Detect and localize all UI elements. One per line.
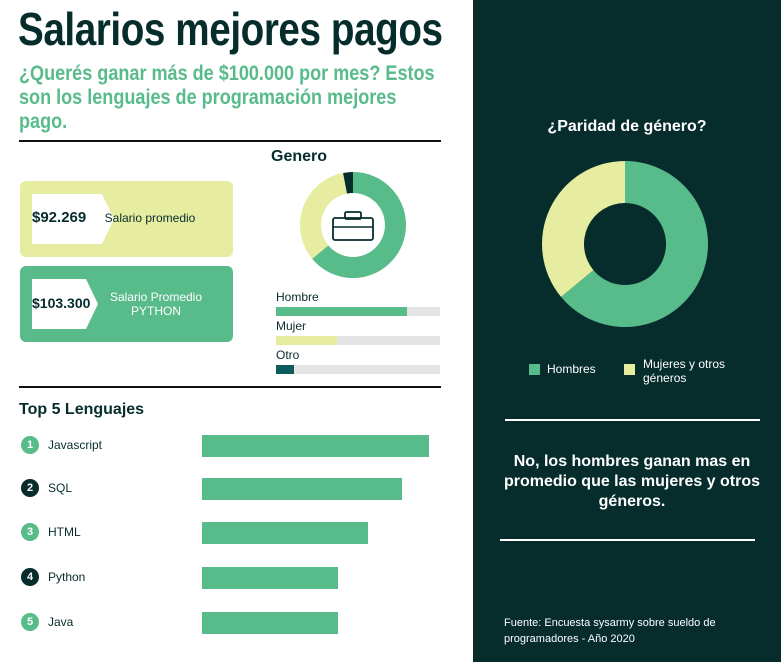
right-panel: ¿Paridad de género? Hombres Mujeres y ot… bbox=[473, 0, 781, 662]
language-bar-sql bbox=[202, 478, 402, 500]
statement-bottom-line bbox=[500, 539, 755, 541]
salary-python-value: $103.300 bbox=[32, 295, 90, 311]
rank-badge-javascript: 1 bbox=[21, 436, 39, 454]
gender-bar-track-otro bbox=[276, 365, 440, 374]
gender-bar-label-otro: Otro bbox=[276, 348, 299, 362]
parity-chart-title: ¿Paridad de género? bbox=[473, 118, 781, 136]
rank-badge-java: 5 bbox=[21, 613, 39, 631]
legend-swatch-hombres bbox=[529, 364, 540, 375]
gender-bar-track-mujer bbox=[276, 336, 440, 345]
gender-bar-mujer bbox=[276, 336, 337, 345]
language-bar-java bbox=[202, 612, 338, 634]
gender-bar-otro bbox=[276, 365, 294, 374]
salary-average-label: Salario promedio bbox=[100, 211, 200, 225]
language-label-sql: SQL bbox=[48, 481, 72, 495]
briefcase-icon bbox=[330, 209, 376, 243]
salary-card-python: $103.300 Salario Promedio PYTHON bbox=[20, 266, 233, 342]
language-label-html: HTML bbox=[48, 525, 81, 539]
salary-average-value: $92.269 bbox=[32, 209, 86, 226]
rank-badge-python: 4 bbox=[21, 568, 39, 586]
language-label-java: Java bbox=[48, 615, 73, 629]
language-bar-python bbox=[202, 567, 338, 589]
language-label-javascript: Javascript bbox=[48, 438, 102, 452]
statement-top-line bbox=[505, 419, 760, 421]
source-note: Fuente: Encuesta sysarmy sobre sueldo de… bbox=[504, 615, 764, 647]
gender-bar-label-hombre: Hombre bbox=[276, 290, 319, 304]
legend-label-hombres: Hombres bbox=[547, 362, 596, 376]
parity-slice-mujeres bbox=[542, 161, 625, 297]
gender-bar-label-mujer: Mujer bbox=[276, 319, 306, 333]
page-title: Salarios mejores pagos bbox=[18, 2, 443, 56]
top-languages-title: Top 5 Lenguajes bbox=[19, 401, 144, 419]
middle-divider bbox=[19, 386, 441, 388]
legend-swatch-mujeres bbox=[624, 364, 635, 375]
language-bar-javascript bbox=[202, 435, 429, 457]
language-bar-html bbox=[202, 522, 368, 544]
rank-badge-html: 3 bbox=[21, 523, 39, 541]
parity-statement: No, los hombres ganan mas en promedio qu… bbox=[503, 452, 761, 512]
rank-badge-sql: 2 bbox=[21, 479, 39, 497]
gender-bar-track-hombre bbox=[276, 307, 440, 316]
top-divider bbox=[19, 140, 441, 142]
page-subtitle: ¿Querés ganar más de $100.000 por mes? E… bbox=[19, 62, 449, 134]
legend-label-mujeres: Mujeres y otros géneros bbox=[643, 357, 735, 385]
salary-card-average: $92.269 Salario promedio bbox=[20, 181, 233, 257]
parity-donut-chart bbox=[541, 160, 709, 328]
language-label-python: Python bbox=[48, 570, 85, 584]
gender-bar-hombre bbox=[276, 307, 407, 316]
salary-python-label: Salario Promedio PYTHON bbox=[100, 290, 212, 318]
gender-chart-title: Genero bbox=[271, 148, 327, 166]
